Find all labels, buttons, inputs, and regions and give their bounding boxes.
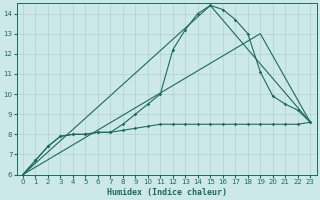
X-axis label: Humidex (Indice chaleur): Humidex (Indice chaleur) [107,188,227,197]
